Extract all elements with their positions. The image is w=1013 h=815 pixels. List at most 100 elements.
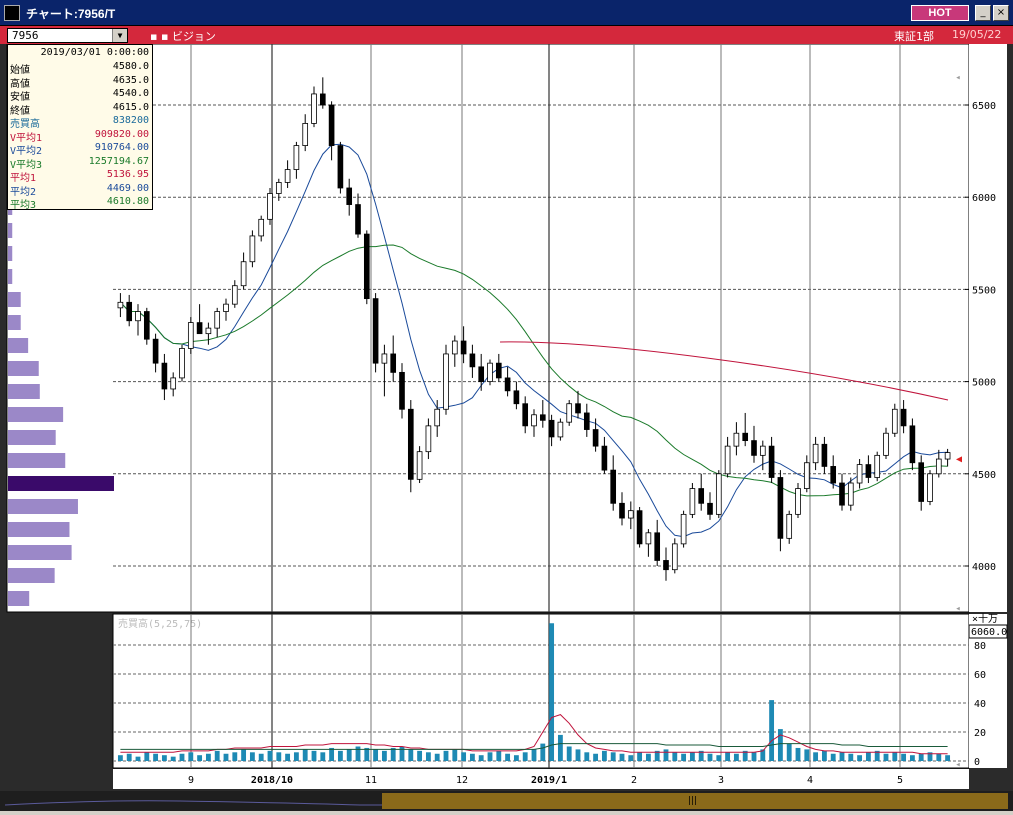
candlestick[interactable] [249, 230, 256, 268]
candlestick[interactable] [619, 492, 625, 526]
candlestick[interactable] [372, 293, 379, 373]
candlestick[interactable] [214, 307, 221, 338]
candlestick[interactable] [575, 390, 581, 419]
candlestick[interactable] [627, 501, 634, 530]
candlestick[interactable] [636, 506, 643, 548]
candlestick[interactable] [803, 455, 810, 493]
candlestick[interactable] [759, 440, 766, 471]
candlestick[interactable] [311, 86, 317, 128]
candlestick[interactable] [152, 333, 159, 373]
candlestick[interactable] [777, 470, 784, 552]
candlestick[interactable] [381, 344, 388, 397]
chart-canvas[interactable]: 6500 6000 5500 5000 4500 4000 ◂ ◂ ◀ 売買高(5,25,… [0, 44, 1013, 791]
candlestick[interactable] [539, 400, 546, 428]
candlestick[interactable] [258, 215, 265, 242]
candlestick[interactable] [751, 425, 757, 463]
candlestick[interactable] [460, 326, 467, 364]
candlestick[interactable] [179, 344, 185, 382]
candlestick[interactable] [407, 400, 414, 493]
candlestick[interactable] [671, 538, 678, 574]
candlestick[interactable] [170, 372, 177, 397]
candlestick[interactable] [275, 178, 282, 201]
candlestick[interactable] [944, 448, 951, 467]
candlestick[interactable] [355, 193, 361, 238]
candlestick[interactable] [548, 414, 555, 447]
candlestick[interactable] [231, 280, 238, 308]
candlestick[interactable] [267, 187, 273, 225]
candlestick[interactable] [557, 418, 564, 441]
candlestick[interactable] [451, 335, 458, 367]
candlestick[interactable] [583, 403, 590, 437]
candlestick[interactable] [566, 400, 573, 426]
candlestick[interactable] [443, 344, 449, 415]
candlestick[interactable] [883, 427, 889, 460]
volume-scroll-icon[interactable]: ◂ [955, 760, 960, 770]
candlestick[interactable] [715, 470, 722, 519]
candlestick[interactable] [663, 547, 669, 581]
candlestick[interactable] [328, 101, 335, 161]
candlestick[interactable] [135, 304, 141, 336]
candlestick[interactable] [240, 252, 247, 290]
candlestick[interactable] [891, 403, 898, 437]
candlestick[interactable] [126, 294, 133, 327]
candlestick[interactable] [724, 436, 731, 478]
close-button[interactable]: × [993, 5, 1009, 21]
candlestick[interactable] [592, 418, 599, 452]
candlestick[interactable] [504, 366, 511, 397]
candlestick[interactable] [434, 400, 441, 437]
candlestick[interactable] [487, 359, 493, 386]
candlestick[interactable] [196, 304, 203, 335]
candlestick[interactable] [768, 436, 775, 484]
candlestick[interactable] [680, 510, 687, 548]
candlestick[interactable] [416, 446, 423, 484]
candlestick[interactable] [654, 519, 661, 566]
candlestick[interactable] [707, 492, 713, 520]
candlestick[interactable] [390, 335, 397, 382]
candlestick[interactable] [337, 141, 344, 194]
candlestick[interactable] [856, 459, 863, 489]
candlestick[interactable] [161, 353, 168, 401]
candlestick[interactable] [935, 449, 942, 478]
scroll-down-icon[interactable]: ◂ [955, 604, 960, 614]
candlestick[interactable] [865, 455, 872, 484]
candlestick[interactable] [830, 455, 837, 489]
candlestick[interactable] [513, 381, 520, 410]
candlestick[interactable] [495, 353, 502, 382]
stock-code-input[interactable]: 7956 ▼ [7, 28, 128, 43]
candlestick[interactable] [610, 455, 617, 511]
candlestick[interactable] [143, 307, 150, 345]
candlestick[interactable] [698, 473, 705, 511]
candlestick[interactable] [346, 178, 353, 216]
candlestick[interactable] [795, 483, 801, 519]
candlestick[interactable] [839, 473, 845, 511]
candlestick[interactable] [478, 353, 485, 391]
candlestick[interactable] [927, 470, 933, 506]
navigator-thumb[interactable]: ||| [382, 793, 1008, 809]
candlestick[interactable] [399, 363, 405, 419]
candlestick[interactable] [821, 436, 828, 474]
candlestick[interactable] [293, 141, 300, 179]
candlestick[interactable] [531, 409, 537, 437]
candlestick[interactable] [601, 436, 608, 474]
candlestick[interactable] [742, 412, 749, 447]
candlestick[interactable] [733, 422, 740, 456]
candlestick[interactable] [302, 114, 309, 152]
candlestick[interactable] [205, 322, 212, 345]
candlestick[interactable] [689, 483, 696, 519]
scroll-up-icon[interactable]: ◂ [955, 73, 960, 83]
candlestick[interactable] [117, 293, 124, 318]
minimize-button[interactable]: _ [975, 5, 991, 21]
candlestick[interactable] [847, 477, 854, 511]
candlestick[interactable] [522, 396, 529, 434]
candlestick[interactable] [900, 400, 907, 434]
hot-button[interactable]: HOT [911, 5, 969, 21]
candlestick[interactable] [425, 418, 432, 460]
candlestick[interactable] [874, 451, 881, 482]
candlestick[interactable] [187, 317, 194, 354]
candlestick[interactable] [645, 529, 652, 557]
candlestick[interactable] [786, 510, 793, 544]
chevron-down-icon[interactable]: ▼ [112, 29, 127, 42]
candlestick[interactable] [319, 77, 326, 109]
candlestick[interactable] [284, 160, 291, 188]
candlestick[interactable] [363, 230, 370, 305]
